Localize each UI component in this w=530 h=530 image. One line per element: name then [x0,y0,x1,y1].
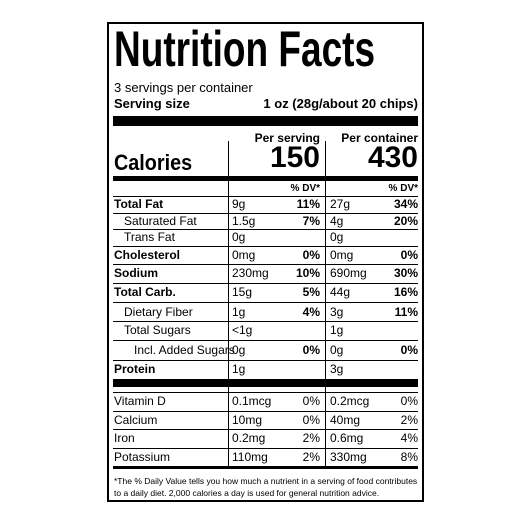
servings: 3 servings per container [114,80,253,95]
rule [113,283,418,284]
nutrient-label: Total Fat [114,197,164,211]
amount: 690mg [330,266,367,280]
daily-value: 4% [302,305,320,319]
daily-value: 0% [400,248,418,262]
daily-value: 11% [296,197,320,211]
nutrient-label: Dietary Fiber [124,305,193,319]
daily-value: 7% [302,214,320,228]
footnote: *The % Daily Value tells you how much a … [114,476,418,498]
label-border [107,22,424,502]
amount: 4g [330,214,344,228]
amount: 1g [232,305,246,319]
column-header: Per serving [254,131,320,145]
daily-value: 8% [400,450,418,464]
amount: 27g [330,197,351,211]
amount: 0.2mg [232,431,266,445]
amount: 1.5g [232,214,256,228]
amount: 0g [330,343,344,357]
rule [113,302,418,303]
dv-header: % DV* [388,183,418,194]
amount: 3g [330,362,344,376]
amount: 0g [232,343,246,357]
nutrient-label: Iron [114,431,135,445]
calories-per-container: 430 [367,141,418,174]
amount: 40mg [330,413,361,427]
amount: 0.6mg [330,431,364,445]
amount: 0mg [330,248,354,262]
amount: 0g [330,230,344,244]
rule [113,264,418,265]
amount: 0mg [232,248,256,262]
nutrient-label: Cholesterol [114,248,181,262]
daily-value: 5% [302,285,320,299]
nutrient-label: Saturated Fat [124,214,197,228]
daily-value: 10% [295,266,320,280]
amount: 9g [232,197,246,211]
daily-value: 16% [393,285,418,299]
nutrient-label: Potassium [114,450,171,464]
nutrient-label: Calcium [114,413,158,427]
nutrient-label: Total Carb. [114,285,176,299]
nutrient-label: Protein [114,362,156,376]
rule [113,360,418,361]
amount: 230mg [232,266,269,280]
title: Nutrition Facts [114,21,376,77]
daily-value: 34% [393,197,418,211]
daily-value: 20% [393,214,418,228]
rule [113,229,418,230]
amount: <1g [232,323,253,337]
daily-value: 0% [302,248,320,262]
nutrient-label: Vitamin D [114,394,166,408]
dv-header: % DV* [290,183,320,194]
amount: 0.1mcg [232,394,272,408]
daily-value: 0% [400,343,418,357]
amount: 330mg [330,450,367,464]
daily-value: 2% [302,450,320,464]
amount: 3g [330,305,344,319]
rule [113,411,418,412]
amount: 10mg [232,413,263,427]
nutrient-label: Incl. Added Sugars [134,343,235,357]
daily-value: 0% [302,343,320,357]
column-header: Per container [341,131,418,145]
daily-value: 2% [302,431,320,445]
amount: 0g [232,230,246,244]
rule [113,448,418,449]
daily-value: 2% [400,413,418,427]
thick-rule [113,116,418,126]
daily-value: 0% [302,394,320,408]
rule [113,340,418,341]
rule [113,246,418,247]
amount: 15g [232,285,253,299]
rule [113,213,418,214]
amount: 0.2mcg [330,394,370,408]
daily-value: 0% [400,394,418,408]
rule [113,196,418,197]
nutrient-label: Trans Fat [124,230,175,244]
rule [113,429,418,430]
daily-value: 0% [302,413,320,427]
column-divider [228,141,229,466]
column-divider [325,141,326,466]
amount: 1g [330,323,344,337]
daily-value: 30% [393,266,418,280]
rule [113,392,418,393]
daily-value: 11% [394,305,418,319]
amount: 1g [232,362,246,376]
rule [113,321,418,322]
medium-rule [113,176,418,181]
serving-size-label: Serving size [114,96,190,111]
calories-per-serving: 150 [269,141,320,174]
daily-value: 4% [400,431,418,445]
amount: 110mg [232,450,268,464]
nutrient-label: Sodium [114,266,158,280]
nutrient-label: Total Sugars [124,323,191,337]
calories-label: Calories [114,150,193,175]
serving-size-value: 1 oz (28g/about 20 chips) [263,96,418,111]
medium-rule [113,466,418,469]
amount: 44g [330,285,351,299]
thick-rule [113,379,418,387]
